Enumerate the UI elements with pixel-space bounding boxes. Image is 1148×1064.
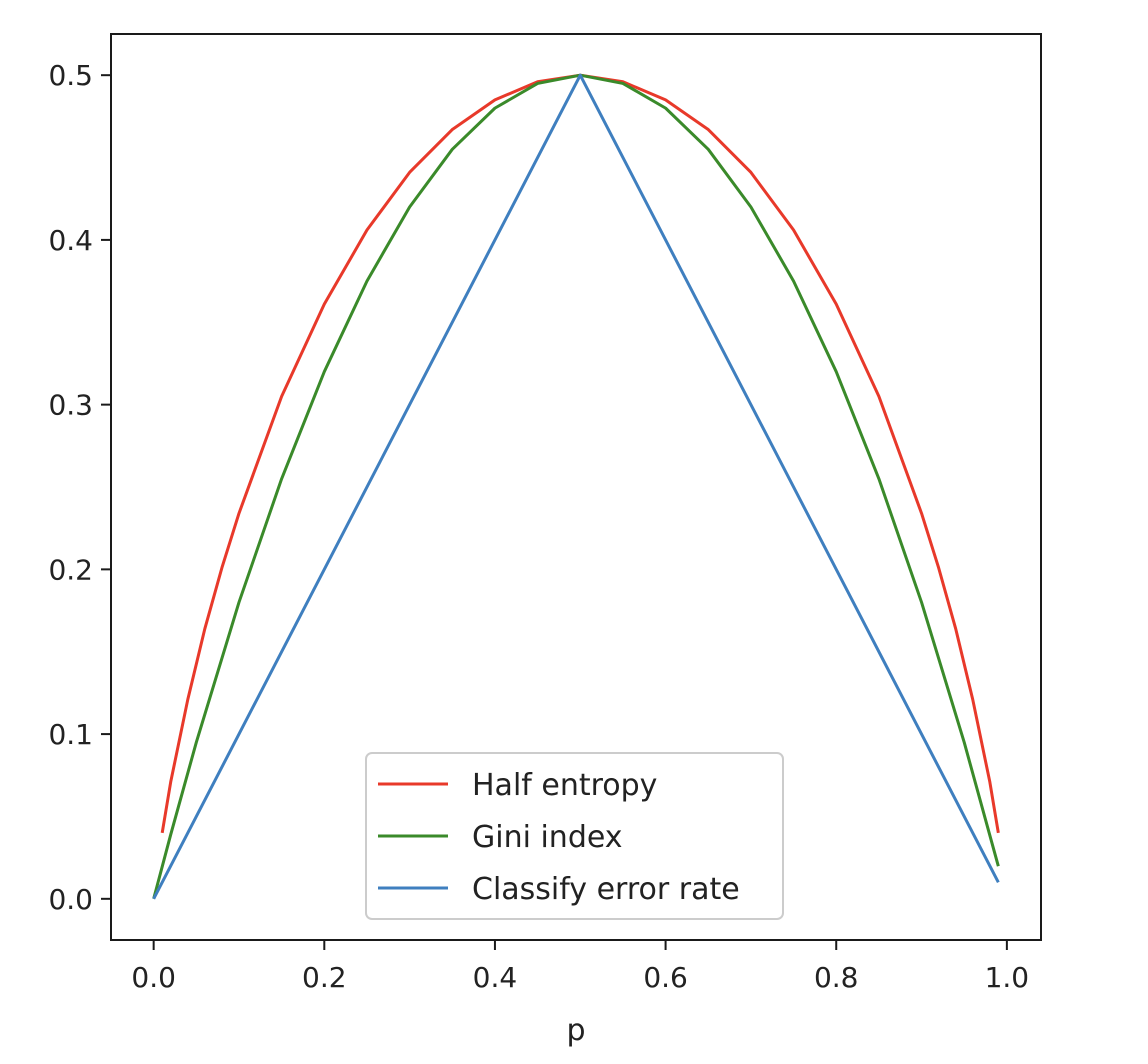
legend-label: Half entropy <box>472 768 657 803</box>
series-line-3 <box>152 73 1000 900</box>
x-axis-label: p <box>566 1013 585 1048</box>
x-tick-label: 1.0 <box>985 961 1030 994</box>
x-tick-label: 0.8 <box>814 961 859 994</box>
y-tick-label: 0.3 <box>48 389 93 422</box>
x-tick-label: 0.6 <box>643 961 688 994</box>
legend-label: Classify error rate <box>472 872 740 907</box>
y-tick-label: 0.2 <box>48 553 93 586</box>
x-axis: 0.0 0.2 0.4 0.6 0.8 1.0 <box>131 940 1029 994</box>
y-tick-label: 0.0 <box>48 883 93 916</box>
x-tick-label: 0.4 <box>473 961 518 994</box>
y-tick-label: 0.4 <box>48 224 93 257</box>
x-tick-label: 0.2 <box>302 961 347 994</box>
x-tick-label: 0.0 <box>131 961 176 994</box>
series-layer <box>152 73 1000 900</box>
y-axis: 0.0 0.1 0.2 0.3 0.4 0.5 <box>48 59 111 916</box>
axes-frame <box>110 33 1042 941</box>
y-tick-label: 0.1 <box>48 718 93 751</box>
legend: Half entropy Gini index Classify error rat… <box>365 752 784 920</box>
legend-label: Gini index <box>472 820 623 855</box>
legend-box <box>365 752 784 920</box>
y-tick-label: 0.5 <box>48 59 93 92</box>
series-line-2 <box>152 73 1000 900</box>
